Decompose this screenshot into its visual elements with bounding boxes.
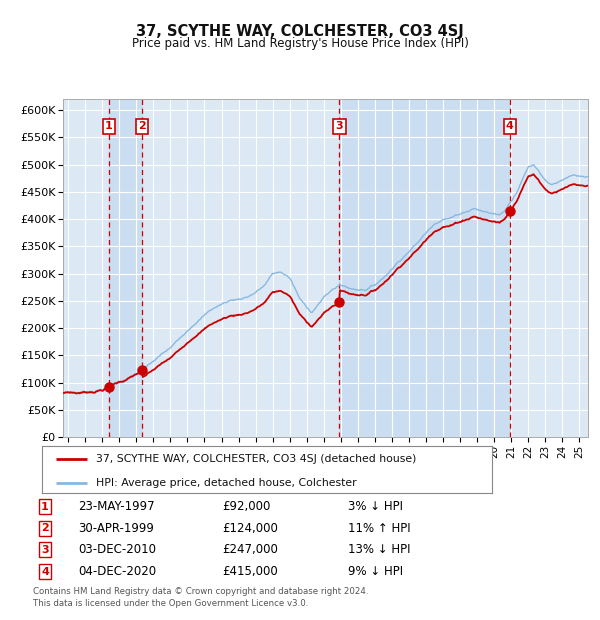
Text: This data is licensed under the Open Government Licence v3.0.: This data is licensed under the Open Gov… <box>33 598 308 608</box>
Text: 37, SCYTHE WAY, COLCHESTER, CO3 4SJ (detached house): 37, SCYTHE WAY, COLCHESTER, CO3 4SJ (det… <box>96 454 416 464</box>
Text: 9% ↓ HPI: 9% ↓ HPI <box>348 565 403 578</box>
Text: 13% ↓ HPI: 13% ↓ HPI <box>348 544 410 556</box>
Bar <box>109 99 142 437</box>
Text: £124,000: £124,000 <box>222 522 278 534</box>
Text: 23-MAY-1997: 23-MAY-1997 <box>78 500 155 513</box>
Text: £92,000: £92,000 <box>222 500 271 513</box>
Text: 3: 3 <box>41 545 49 555</box>
Text: 11% ↑ HPI: 11% ↑ HPI <box>348 522 410 534</box>
Text: £415,000: £415,000 <box>222 565 278 578</box>
Text: 1: 1 <box>41 502 49 512</box>
Text: 2: 2 <box>41 523 49 533</box>
Text: 37, SCYTHE WAY, COLCHESTER, CO3 4SJ: 37, SCYTHE WAY, COLCHESTER, CO3 4SJ <box>136 24 464 38</box>
Text: 04-DEC-2020: 04-DEC-2020 <box>78 565 156 578</box>
Text: 03-DEC-2010: 03-DEC-2010 <box>78 544 156 556</box>
Text: 4: 4 <box>41 567 49 577</box>
Text: 1: 1 <box>105 122 113 131</box>
Text: 4: 4 <box>506 122 514 131</box>
Text: Price paid vs. HM Land Registry's House Price Index (HPI): Price paid vs. HM Land Registry's House … <box>131 37 469 50</box>
Text: 2: 2 <box>138 122 146 131</box>
Text: 30-APR-1999: 30-APR-1999 <box>78 522 154 534</box>
Bar <box>340 99 510 437</box>
Text: 3% ↓ HPI: 3% ↓ HPI <box>348 500 403 513</box>
Text: 3: 3 <box>335 122 343 131</box>
Text: £247,000: £247,000 <box>222 544 278 556</box>
Text: Contains HM Land Registry data © Crown copyright and database right 2024.: Contains HM Land Registry data © Crown c… <box>33 587 368 596</box>
Text: HPI: Average price, detached house, Colchester: HPI: Average price, detached house, Colc… <box>96 477 356 488</box>
